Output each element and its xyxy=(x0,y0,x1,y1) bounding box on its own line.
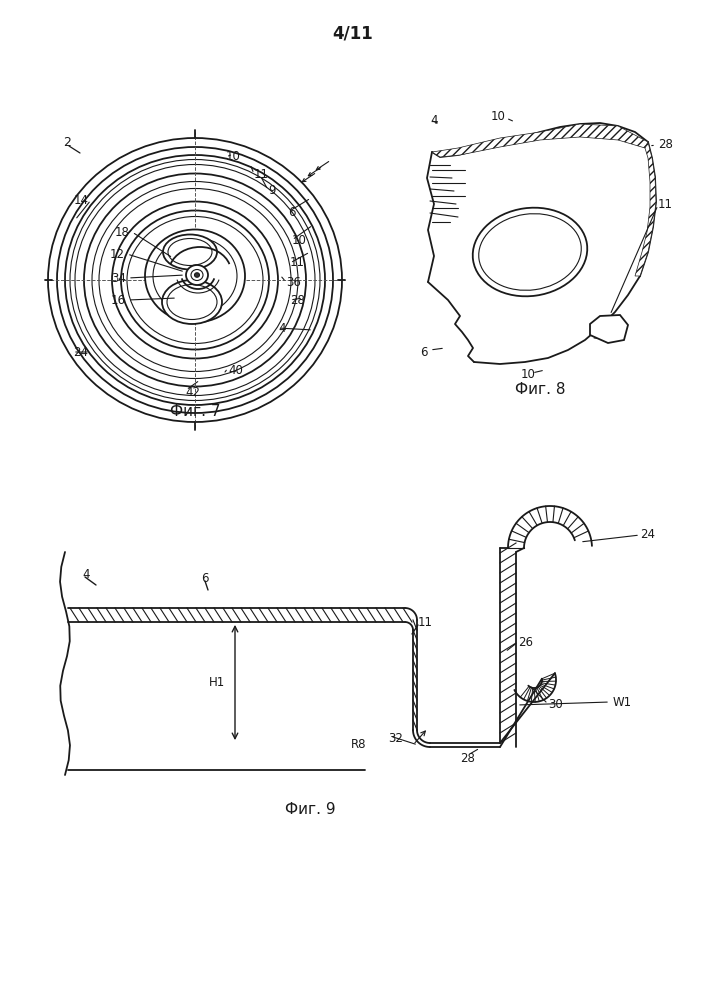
Text: 11: 11 xyxy=(290,256,305,269)
Ellipse shape xyxy=(145,230,245,322)
Ellipse shape xyxy=(153,237,237,314)
Text: 16: 16 xyxy=(111,294,126,306)
Text: 6: 6 xyxy=(201,572,209,584)
Text: 30: 30 xyxy=(548,698,563,710)
Ellipse shape xyxy=(92,182,298,378)
Ellipse shape xyxy=(191,269,203,280)
Ellipse shape xyxy=(121,211,269,350)
Ellipse shape xyxy=(112,202,278,359)
Ellipse shape xyxy=(48,138,342,422)
Ellipse shape xyxy=(473,208,588,296)
Ellipse shape xyxy=(194,273,199,277)
Text: 24: 24 xyxy=(640,528,655,542)
Text: 28: 28 xyxy=(460,752,475,764)
Text: 40: 40 xyxy=(228,363,243,376)
Text: 10: 10 xyxy=(292,233,307,246)
Text: 34: 34 xyxy=(111,271,126,284)
Ellipse shape xyxy=(163,234,217,269)
Ellipse shape xyxy=(127,217,263,344)
Text: 36: 36 xyxy=(286,275,301,288)
Text: 4: 4 xyxy=(430,113,438,126)
Ellipse shape xyxy=(162,280,222,324)
Text: 9: 9 xyxy=(268,184,276,196)
Text: 11: 11 xyxy=(418,615,433,629)
Text: 11: 11 xyxy=(658,198,673,212)
Text: 12: 12 xyxy=(110,247,125,260)
Text: 6: 6 xyxy=(421,346,428,359)
Text: 10: 10 xyxy=(520,368,535,381)
Ellipse shape xyxy=(186,265,208,285)
Text: 42: 42 xyxy=(185,385,200,398)
Text: Фиг. 8: Фиг. 8 xyxy=(515,382,566,397)
Polygon shape xyxy=(635,142,656,276)
Text: 4/11: 4/11 xyxy=(332,24,373,42)
Text: 11: 11 xyxy=(254,167,269,180)
Text: 10: 10 xyxy=(491,109,506,122)
Text: 4: 4 xyxy=(278,322,286,334)
Text: W1: W1 xyxy=(613,696,632,708)
Text: Фиг. 9: Фиг. 9 xyxy=(285,802,335,818)
Ellipse shape xyxy=(48,138,342,422)
Text: H1: H1 xyxy=(209,676,225,689)
Text: 26: 26 xyxy=(518,636,533,648)
Ellipse shape xyxy=(99,188,291,371)
Polygon shape xyxy=(590,315,628,343)
Ellipse shape xyxy=(84,174,306,386)
Text: 10: 10 xyxy=(226,150,241,163)
Text: 14: 14 xyxy=(74,194,89,207)
Text: 28: 28 xyxy=(658,138,673,151)
Ellipse shape xyxy=(70,159,320,400)
Text: 32: 32 xyxy=(388,732,403,744)
Text: 6: 6 xyxy=(288,206,296,219)
Text: 18: 18 xyxy=(115,226,130,238)
Text: 4: 4 xyxy=(82,568,90,582)
Text: 2: 2 xyxy=(63,136,71,149)
Ellipse shape xyxy=(168,238,212,265)
Text: Фиг. 7: Фиг. 7 xyxy=(170,404,221,420)
Text: 28: 28 xyxy=(290,294,305,306)
Ellipse shape xyxy=(57,147,333,413)
Text: 24: 24 xyxy=(73,346,88,359)
Ellipse shape xyxy=(65,155,325,405)
Polygon shape xyxy=(432,124,648,157)
Ellipse shape xyxy=(75,164,315,395)
Text: R8: R8 xyxy=(351,738,366,752)
Ellipse shape xyxy=(167,284,217,320)
